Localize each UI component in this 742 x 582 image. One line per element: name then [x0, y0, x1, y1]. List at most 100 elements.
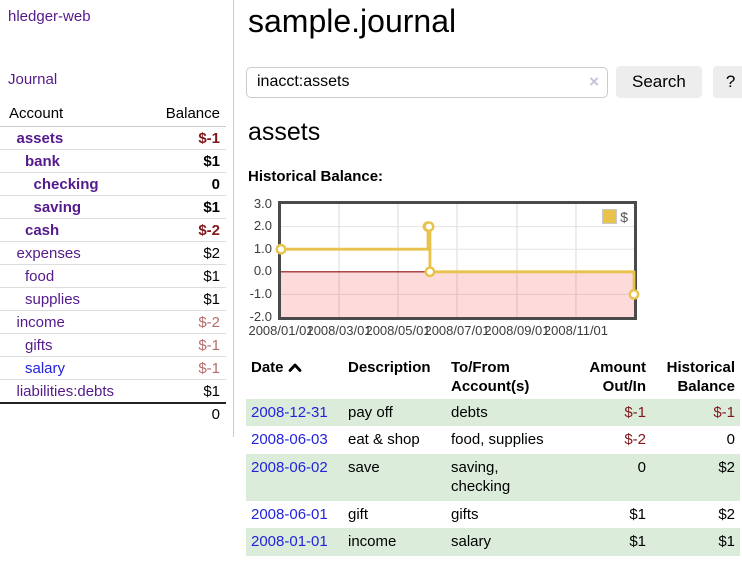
search-input[interactable] — [246, 66, 608, 98]
date-cell: 2008-06-03 — [246, 426, 343, 454]
account-balance: $1 — [203, 290, 220, 308]
transaction-date-link[interactable]: 2008-01-01 — [251, 533, 328, 551]
account-balance: $1 — [203, 198, 220, 216]
x-axis-tick-label: 2008/03/01 — [306, 322, 372, 338]
balance-column-header: Balance — [165, 105, 220, 122]
transaction-date-link[interactable]: 2008-06-03 — [251, 431, 328, 449]
description-cell: save — [348, 458, 380, 476]
account-link-checking[interactable]: checking — [33, 175, 99, 193]
account-balance: $-1 — [198, 129, 220, 147]
balance-cell: $2 — [718, 505, 735, 523]
sidebar-account-row: expenses $2 — [0, 242, 226, 265]
register-column-header[interactable]: Date — [246, 356, 343, 399]
description-cell: pay off — [348, 403, 393, 421]
accounts-cell: salary — [451, 533, 492, 551]
register-column-header: Description — [348, 358, 431, 376]
accounts-cell: food, supplies — [451, 431, 544, 449]
app-title-link[interactable]: hledger-web — [8, 8, 91, 25]
accounts-cell: saving, checking — [451, 458, 511, 496]
account-balance: $2 — [203, 244, 220, 262]
legend-color-swatch — [602, 209, 618, 225]
x-axis-tick-label: 2008/01/01 — [248, 322, 314, 338]
y-axis-tick-label: 3.0 — [253, 195, 272, 211]
transaction-date-link[interactable]: 2008-06-01 — [251, 505, 328, 523]
x-axis-tick-label: 2008/05/01 — [365, 322, 431, 338]
chart-canvas — [275, 203, 640, 317]
account-link-food[interactable]: food — [25, 267, 55, 285]
historical-balance-chart: $ 3.0 2.0 1.0 0.0 -1.0 -2.0 2008/01/01 2008/03… — [246, 195, 742, 339]
account-link-supplies[interactable]: supplies — [25, 290, 81, 308]
account-balance: $-2 — [198, 313, 220, 331]
date-cell: 2008-06-02 — [246, 454, 343, 501]
amount-cell: $1 — [629, 505, 646, 523]
balance-cell: 0 — [726, 431, 735, 449]
sidebar-account-row: cash $-2 — [0, 219, 226, 242]
sidebar-account-row: assets $-1 — [0, 127, 226, 150]
account-balance: $1 — [203, 267, 220, 285]
chart-legend: $ — [600, 207, 630, 226]
clear-search-icon[interactable]: × — [589, 71, 599, 91]
chart-plot-area: $ — [275, 200, 640, 320]
balance-cell: $-1 — [713, 403, 735, 421]
amount-cell: 0 — [637, 458, 646, 476]
help-button[interactable]: ? — [712, 66, 742, 99]
amount-cell: $-2 — [624, 431, 646, 449]
accounts-total-value: 0 — [211, 406, 220, 423]
register-column-header: Amount Out/In — [589, 358, 646, 396]
balance-cell: $1 — [718, 533, 735, 551]
account-link-assets[interactable]: assets — [16, 129, 64, 147]
accounts-balance-table: Account Balance assets $-1 bank $1 checking 0… — [0, 102, 226, 426]
x-axis-tick-label: 2008/09/01 — [484, 322, 550, 338]
account-balance: $-1 — [198, 359, 220, 377]
accounts-total-row: 0 — [0, 402, 226, 426]
sidebar-account-row: checking 0 — [0, 173, 226, 196]
amount-cell: $-1 — [624, 403, 646, 421]
accounts-cell: gifts — [451, 505, 479, 523]
account-link-cash[interactable]: cash — [25, 221, 60, 239]
y-axis-tick-label: 1.0 — [253, 240, 272, 256]
page-title: sample.journal — [248, 3, 457, 39]
sort-ascending-icon — [288, 363, 301, 372]
register-transaction-row: 2008-12-31 pay off debts $-1 $-1 — [246, 398, 740, 427]
y-axis-tick-label: -2.0 — [249, 308, 272, 324]
date-cell: 2008-12-31 — [246, 399, 343, 427]
sidebar-account-row: bank $1 — [0, 150, 226, 173]
transaction-date-link[interactable]: 2008-06-02 — [251, 458, 328, 476]
account-link-expenses[interactable]: expenses — [16, 244, 81, 262]
amount-cell: $1 — [629, 533, 646, 551]
account-link-salary[interactable]: salary — [25, 359, 66, 377]
account-link-gifts[interactable]: gifts — [25, 336, 53, 354]
account-column-header: Account — [9, 105, 64, 122]
register-account-title: assets — [248, 118, 321, 147]
sidebar-account-row: saving $1 — [0, 196, 226, 219]
date-cell: 2008-06-01 — [246, 501, 343, 529]
sidebar: hledger-web Journal Account Balance asse… — [0, 0, 234, 437]
register-transaction-row: 2008-01-01 income salary $1 $1 — [246, 528, 740, 556]
sidebar-account-row: gifts $-1 — [0, 334, 226, 357]
account-link-saving[interactable]: saving — [33, 198, 82, 216]
account-balance: $1 — [203, 152, 220, 170]
transaction-date-link[interactable]: 2008-12-31 — [251, 403, 328, 421]
register-column-header: To/From Account(s) — [451, 358, 530, 396]
y-axis-tick-label: -1.0 — [249, 286, 272, 302]
sidebar-account-row: liabilities:debts $1 — [0, 380, 226, 402]
sidebar-account-row: food $1 — [0, 265, 226, 288]
accounts-cell: debts — [451, 403, 488, 421]
register-transaction-row: 2008-06-03 eat & shop food, supplies $-2 0 — [246, 426, 740, 454]
register-column-header: Historical Balance — [666, 358, 735, 396]
sidebar-account-row: income $-2 — [0, 311, 226, 334]
account-balance: $1 — [203, 382, 220, 400]
register-table-header-row: Date Description To/From Account(s) Amount … — [246, 356, 740, 399]
description-cell: gift — [348, 505, 369, 523]
description-cell: eat & shop — [348, 431, 420, 449]
chart-title: Historical Balance: — [248, 167, 384, 185]
journal-nav-link[interactable]: Journal — [8, 71, 58, 88]
account-balance: $-1 — [198, 336, 220, 354]
search-button[interactable]: Search — [616, 66, 702, 99]
account-link-bank[interactable]: bank — [25, 152, 61, 170]
account-link-liabilities-debts[interactable]: liabilities:debts — [16, 382, 115, 400]
account-link-income[interactable]: income — [16, 313, 65, 331]
accounts-table-header: Account Balance — [0, 102, 226, 127]
date-cell: 2008-01-01 — [246, 528, 343, 556]
account-balance: $-2 — [198, 221, 220, 239]
